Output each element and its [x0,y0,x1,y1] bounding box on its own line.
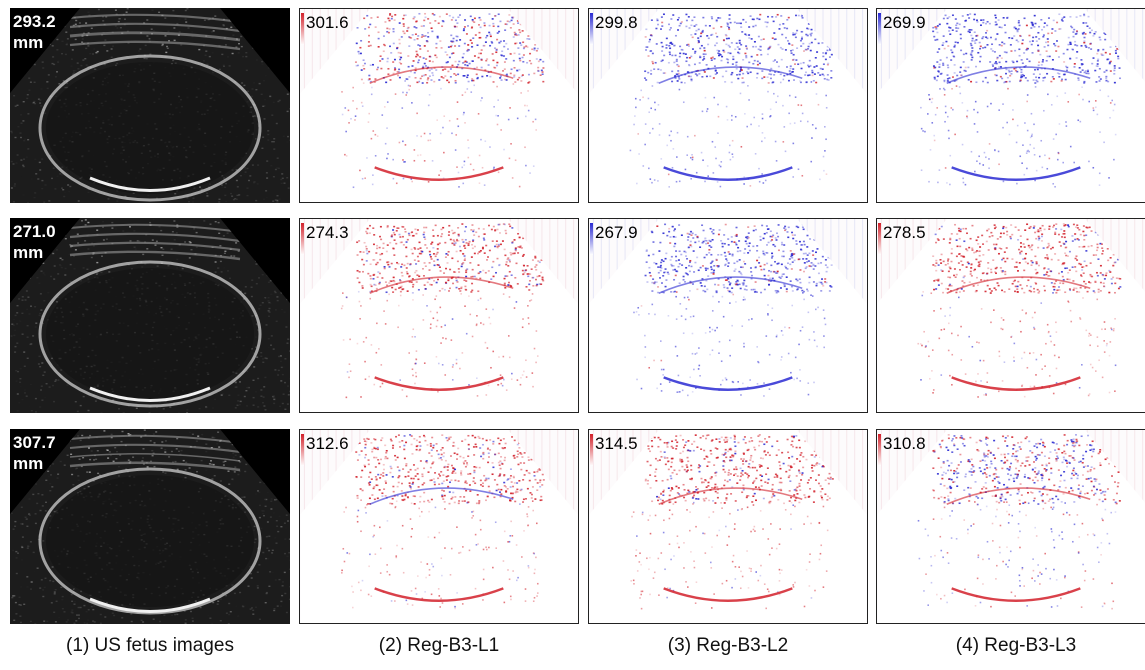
saliency-map-graphic [589,219,867,412]
colorbar-strip [590,13,593,45]
prediction-value: 269.9 [883,13,926,32]
saliency-map-graphic [300,430,578,623]
prediction-value: 312.6 [306,434,349,453]
saliency-map-graphic [877,219,1145,412]
colorbar-strip [878,434,881,466]
saliency-map-graphic [877,430,1145,623]
saliency-map-graphic [589,9,867,202]
us-image-row-3: 307.7 mm [10,429,290,624]
saliency-map-graphic [300,219,578,412]
figure-grid: 293.2 mm 301.6 299.8 269.9 271.0 mm 274.… [10,8,1145,624]
us-measurement-label: 307.7 mm [13,432,56,474]
caption-us-fetus-images: (1) US fetus images [66,635,234,656]
colorbar-strip [590,223,593,255]
us-image-graphic [10,8,290,203]
saliency-map-graphic [589,430,867,623]
prediction-value: 278.5 [883,223,926,242]
saliency-map-graphic [300,9,578,202]
saliency-map-row-3-reg-b3-l2: 314.5 [588,429,868,624]
caption-reg-b3-l1: (2) Reg-B3-L1 [378,635,500,656]
saliency-map-row-1-reg-b3-l3: 269.9 [876,8,1145,203]
us-measurement-unit: mm [13,243,44,262]
prediction-value: 301.6 [306,13,349,32]
us-measurement-label: 293.2 mm [13,11,56,53]
us-measurement-unit: mm [13,33,44,52]
prediction-value: 267.9 [595,223,638,242]
saliency-map-graphic [877,9,1145,202]
prediction-value: 274.3 [306,223,349,242]
saliency-map-row-2-reg-b3-l3: 278.5 [876,218,1145,413]
us-measurement-unit: mm [13,454,44,473]
us-measurement-value: 293.2 [13,12,56,31]
prediction-value: 299.8 [595,13,638,32]
us-measurement-label: 271.0 mm [13,221,56,263]
us-measurement-value: 307.7 [13,433,56,452]
saliency-map-row-3-reg-b3-l1: 312.6 [299,429,579,624]
saliency-map-row-1-reg-b3-l2: 299.8 [588,8,868,203]
caption-reg-b3-l3: (4) Reg-B3-L3 [955,635,1077,656]
colorbar-strip [590,434,593,466]
caption-reg-b3-l2: (3) Reg-B3-L2 [667,635,789,656]
colorbar-strip [301,434,304,466]
us-image-row-2: 271.0 mm [10,218,290,413]
saliency-map-row-1-reg-b3-l1: 301.6 [299,8,579,203]
colorbar-strip [301,223,304,255]
us-image-graphic [10,218,290,413]
colorbar-strip [878,223,881,255]
us-measurement-value: 271.0 [13,222,56,241]
colorbar-strip [878,13,881,45]
saliency-map-row-2-reg-b3-l2: 267.9 [588,218,868,413]
saliency-map-row-2-reg-b3-l1: 274.3 [299,218,579,413]
us-image-row-1: 293.2 mm [10,8,290,203]
prediction-value: 310.8 [883,434,926,453]
saliency-map-row-3-reg-b3-l3: 310.8 [876,429,1145,624]
colorbar-strip [301,13,304,45]
prediction-value: 314.5 [595,434,638,453]
us-image-graphic [10,429,290,624]
